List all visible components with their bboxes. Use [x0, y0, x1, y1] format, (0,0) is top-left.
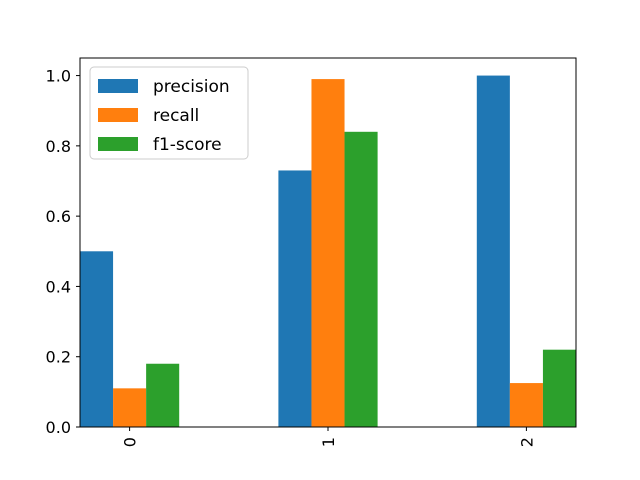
bar-recall-2	[509, 383, 543, 427]
axes-layer: 0.0 0.2 0.4 0.6 0.8 1.0 0 1 2	[46, 57, 577, 447]
x-tick-label: 2	[517, 437, 536, 447]
bars-layer	[80, 75, 576, 428]
x-tick-label: 1	[319, 437, 338, 447]
y-tick-label: 0.0	[46, 418, 71, 437]
legend: precision recall f1-score	[89, 66, 249, 160]
legend-swatch-precision	[98, 79, 138, 93]
y-tick-label: 0.2	[46, 348, 71, 367]
bar-precision-1	[278, 170, 312, 427]
bar-f1-score-1	[344, 131, 378, 428]
bar-f1-score-2	[542, 349, 576, 427]
y-tick-label: 0.6	[46, 207, 71, 226]
legend-swatch-f1-score	[98, 137, 138, 151]
legend-label-f1-score: f1-score	[153, 135, 222, 155]
bar-f1-score-0	[146, 363, 180, 427]
legend-label-recall: recall	[153, 106, 199, 126]
bar-precision-2	[476, 75, 510, 427]
y-tick-label: 1.0	[46, 67, 71, 86]
x-tick-label: 0	[121, 437, 140, 447]
legend-label-precision: precision	[153, 77, 230, 97]
bar-recall-0	[113, 388, 147, 427]
y-tick-label: 0.4	[46, 277, 71, 296]
y-tick-label: 0.8	[46, 137, 71, 156]
bar-recall-1	[311, 79, 345, 427]
legend-swatch-recall	[98, 108, 138, 122]
bar-precision-0	[80, 251, 114, 427]
